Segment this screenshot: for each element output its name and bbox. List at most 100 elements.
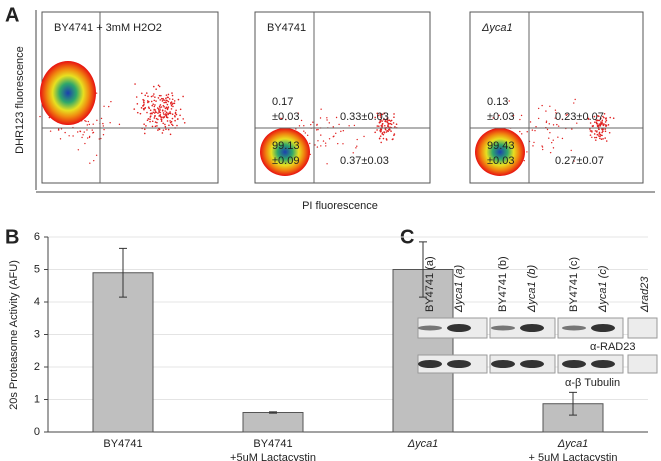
- event-dot: [162, 129, 165, 131]
- event-dot: [306, 134, 309, 137]
- event-dot: [152, 111, 155, 114]
- x-tick-label: BY4741: [253, 438, 292, 450]
- event-dot: [315, 129, 318, 131]
- event-dot: [149, 116, 152, 118]
- bar: [242, 412, 304, 433]
- event-dot: [156, 125, 158, 127]
- event-dot: [340, 130, 342, 133]
- event-dot: [88, 123, 91, 126]
- event-dot: [337, 142, 339, 145]
- event-dot: [160, 116, 163, 119]
- event-dot: [86, 124, 89, 126]
- event-dot: [381, 113, 384, 116]
- event-dot: [157, 118, 159, 121]
- event-dot: [573, 160, 575, 162]
- event-dot: [598, 115, 600, 118]
- event-dot: [100, 137, 102, 140]
- event-dot: [82, 134, 84, 136]
- event-dot: [593, 133, 596, 135]
- y-tick-label: 5: [34, 263, 40, 275]
- event-dot: [164, 107, 167, 110]
- quadrant-value: ±0.03: [487, 111, 514, 123]
- event-dot: [596, 124, 599, 127]
- event-dot: [552, 124, 555, 126]
- event-dot: [92, 132, 94, 134]
- event-dot: [390, 123, 393, 126]
- blot-strip: [627, 354, 658, 374]
- event-dot: [146, 111, 148, 114]
- event-dot: [304, 132, 306, 134]
- event-dot: [326, 117, 328, 119]
- event-dot: [165, 99, 168, 102]
- event-dot: [309, 142, 311, 145]
- event-dot: [338, 123, 340, 126]
- event-dot: [576, 122, 578, 124]
- event-dot: [143, 128, 146, 131]
- event-dot: [177, 98, 180, 101]
- event-dot: [386, 117, 388, 120]
- event-dot: [133, 108, 136, 110]
- event-dot: [605, 117, 607, 120]
- event-dot: [158, 85, 161, 88]
- event-dot: [160, 97, 163, 100]
- event-dot: [353, 124, 356, 127]
- event-dot: [594, 136, 596, 139]
- event-dot: [512, 114, 515, 117]
- blot-band: [447, 324, 471, 332]
- event-dot: [77, 131, 79, 133]
- event-dot: [154, 104, 156, 106]
- event-dot: [93, 159, 95, 162]
- event-dot: [545, 120, 548, 122]
- event-dot: [609, 116, 612, 119]
- event-dot: [548, 123, 550, 125]
- event-dot: [605, 140, 608, 142]
- x-tick-label: BY4741: [103, 438, 142, 450]
- event-dot: [557, 136, 559, 138]
- event-dot: [171, 103, 173, 106]
- event-dot: [607, 124, 610, 126]
- event-dot: [153, 109, 155, 111]
- event-dot: [100, 117, 103, 120]
- panel-letter: B: [5, 226, 19, 248]
- y-tick-label: 3: [34, 328, 40, 340]
- event-dot: [171, 124, 174, 127]
- blot-strip: [557, 354, 624, 374]
- event-dot: [118, 123, 121, 126]
- event-dot: [604, 130, 607, 133]
- event-dot: [86, 137, 89, 139]
- event-dot: [59, 138, 62, 140]
- event-dot: [166, 120, 169, 122]
- event-dot: [140, 107, 143, 109]
- event-dot: [167, 128, 170, 131]
- event-dot: [591, 131, 593, 133]
- event-dot: [83, 131, 85, 133]
- event-dot: [384, 128, 387, 131]
- event-dot: [603, 116, 605, 119]
- event-dot: [594, 121, 596, 124]
- event-dot: [92, 123, 94, 125]
- event-dot: [153, 99, 156, 102]
- event-dot: [154, 96, 156, 98]
- event-dot: [102, 125, 105, 127]
- event-dot: [379, 135, 382, 137]
- event-dot: [303, 130, 305, 132]
- event-dot: [335, 132, 337, 135]
- event-dot: [171, 123, 173, 126]
- event-dot: [152, 103, 155, 105]
- y-axis-label: 20s Proteasome Activity (AFU): [8, 260, 20, 410]
- event-dot: [303, 125, 305, 127]
- event-dot: [39, 115, 41, 118]
- event-dot: [162, 122, 165, 125]
- event-dot: [102, 134, 105, 136]
- quadrant-value: ±0.03: [487, 155, 514, 167]
- density-blob: [260, 128, 310, 176]
- event-dot: [379, 116, 382, 118]
- event-dot: [143, 108, 145, 111]
- blot-band: [520, 324, 544, 332]
- event-dot: [352, 152, 354, 154]
- event-dot: [157, 84, 160, 87]
- lane-label: Δyca1 (b): [526, 265, 538, 313]
- event-dot: [85, 120, 87, 123]
- event-dot: [57, 129, 60, 131]
